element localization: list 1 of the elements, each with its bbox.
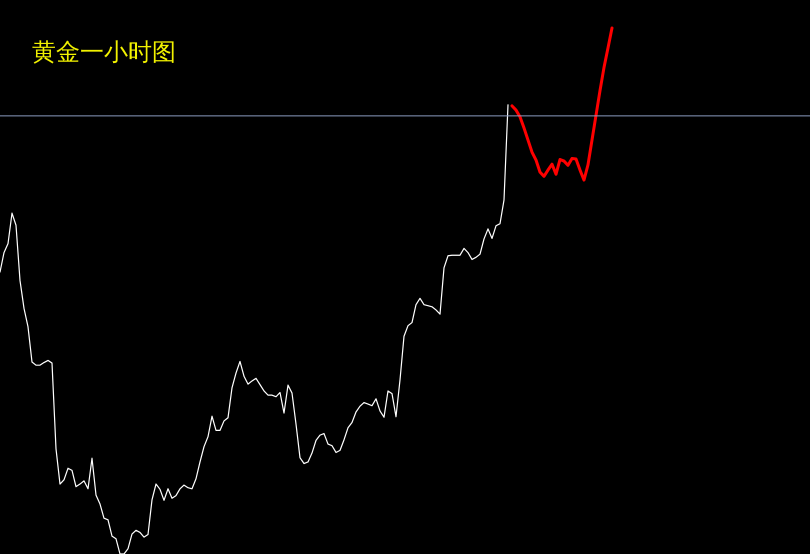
- chart-title: 黄金一小时图: [32, 37, 176, 68]
